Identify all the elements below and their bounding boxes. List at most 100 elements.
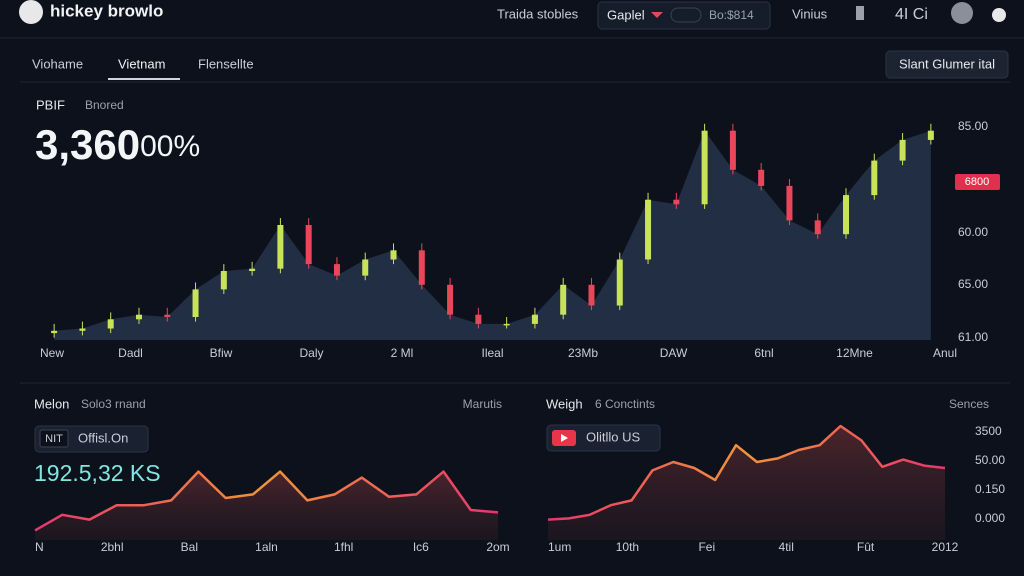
avatar[interactable] bbox=[951, 2, 973, 24]
x-label: Ic6 bbox=[413, 540, 429, 554]
x-label: 1aln bbox=[255, 540, 278, 554]
x-label: 2om bbox=[486, 540, 509, 554]
area bbox=[548, 426, 945, 540]
candle-body bbox=[418, 250, 425, 285]
candle-body bbox=[135, 314, 142, 320]
price-label: 65.00 bbox=[958, 277, 988, 291]
candle-body bbox=[192, 289, 199, 317]
logo-icon bbox=[19, 0, 43, 24]
badge-text: Offisl.On bbox=[78, 430, 128, 445]
area bbox=[35, 471, 498, 540]
settings-icon[interactable] bbox=[992, 8, 1006, 22]
candle-body bbox=[927, 130, 934, 140]
badge-tag-text: NIT bbox=[45, 433, 63, 445]
candle-body bbox=[390, 250, 397, 260]
candle-body bbox=[560, 284, 567, 315]
price-label: 3500 bbox=[975, 424, 1002, 438]
big-value: 3,36000% bbox=[35, 121, 200, 168]
candle-body bbox=[871, 160, 878, 196]
x-label: Fei bbox=[698, 540, 715, 554]
candle-body bbox=[531, 314, 538, 324]
candle-body bbox=[814, 220, 821, 235]
candle-body bbox=[729, 130, 736, 170]
panel-title: Melon bbox=[34, 396, 69, 411]
price-label: 61.00 bbox=[958, 330, 988, 344]
select-box[interactable] bbox=[597, 1, 771, 30]
area bbox=[54, 130, 931, 340]
candle-body bbox=[673, 199, 680, 205]
x-label: Fût bbox=[857, 540, 875, 554]
badge-icon-play bbox=[561, 434, 568, 442]
nav-link[interactable]: Traida stobles bbox=[497, 6, 579, 21]
x-label: 2bhl bbox=[101, 540, 124, 554]
logo: hickey browlo bbox=[50, 1, 163, 20]
chart-label: PBIF bbox=[36, 97, 65, 112]
candle-body bbox=[277, 225, 284, 269]
x-label: 1fhl bbox=[334, 540, 353, 554]
candle-body bbox=[758, 169, 765, 186]
candle-body bbox=[362, 259, 369, 276]
x-label: Ileal bbox=[481, 346, 503, 360]
menu[interactable]: Vinius bbox=[792, 6, 828, 21]
candle-body bbox=[51, 330, 58, 334]
x-label: 23Mb bbox=[568, 346, 598, 360]
price-label: 0.150 bbox=[975, 482, 1005, 496]
candle-body bbox=[107, 319, 114, 329]
price-tag-text: 6800 bbox=[965, 176, 989, 188]
x-label: 6tnl bbox=[754, 346, 773, 360]
panel-subtitle: 6 Conctints bbox=[595, 397, 655, 411]
candle-body bbox=[899, 139, 906, 161]
candle-body bbox=[249, 268, 256, 271]
x-label: 10th bbox=[616, 540, 639, 554]
search[interactable]: Bo:$814 bbox=[709, 8, 754, 22]
x-label: 12Mne bbox=[836, 346, 873, 360]
select[interactable]: Gaplel bbox=[607, 7, 645, 22]
icon[interactable] bbox=[856, 6, 864, 20]
candle-body bbox=[164, 314, 171, 317]
candle-body bbox=[220, 271, 227, 290]
price-label: 85.00 bbox=[958, 119, 988, 133]
big-value-main: 3,360 bbox=[35, 121, 140, 168]
candle-body bbox=[588, 284, 595, 306]
x-label: Dadl bbox=[118, 346, 143, 360]
candle-body bbox=[475, 314, 482, 324]
x-label: 4til bbox=[779, 540, 794, 554]
line bbox=[34, 470, 499, 532]
action-button-label[interactable]: Slant Glumer ital bbox=[899, 56, 995, 71]
tab[interactable]: Viohame bbox=[32, 56, 83, 71]
candle-body bbox=[305, 225, 312, 265]
candle-body bbox=[503, 323, 510, 326]
x-label: New bbox=[40, 346, 64, 360]
panel-value: 192.5,32 KS bbox=[34, 460, 161, 486]
price-tag bbox=[955, 174, 1000, 190]
candle-body bbox=[333, 264, 340, 276]
count: 4I Ci bbox=[895, 6, 928, 23]
candle-body bbox=[786, 185, 793, 221]
candle-body bbox=[701, 130, 708, 205]
x-label: DAW bbox=[660, 346, 688, 360]
price-label: 0.000 bbox=[975, 511, 1005, 525]
x-label: 2 Ml bbox=[391, 346, 414, 360]
price-label: 60.00 bbox=[958, 225, 988, 239]
x-label: 1um bbox=[548, 540, 571, 554]
badge-tag bbox=[39, 429, 69, 448]
panel-corner: Sences bbox=[949, 397, 989, 411]
chart-sublabel: Bnored bbox=[85, 98, 124, 112]
action-button[interactable] bbox=[885, 50, 1009, 79]
badge-text: Olitllo US bbox=[586, 429, 641, 444]
panel-corner: Marutis bbox=[463, 397, 502, 411]
panel-title: Weigh bbox=[546, 396, 583, 411]
tab[interactable]: Vietnam bbox=[118, 56, 165, 71]
big-value-suffix: 00% bbox=[140, 130, 200, 163]
candle-body bbox=[616, 259, 623, 306]
toggle[interactable] bbox=[670, 7, 702, 23]
candle-body bbox=[843, 195, 850, 235]
line bbox=[547, 424, 946, 521]
candle-body bbox=[447, 284, 454, 315]
panel-subtitle: Solo3 rnand bbox=[81, 397, 146, 411]
select-caret bbox=[651, 12, 663, 18]
candle-body bbox=[645, 199, 652, 260]
tab[interactable]: Flensellte bbox=[198, 56, 254, 71]
x-label: Bfiw bbox=[210, 346, 233, 360]
